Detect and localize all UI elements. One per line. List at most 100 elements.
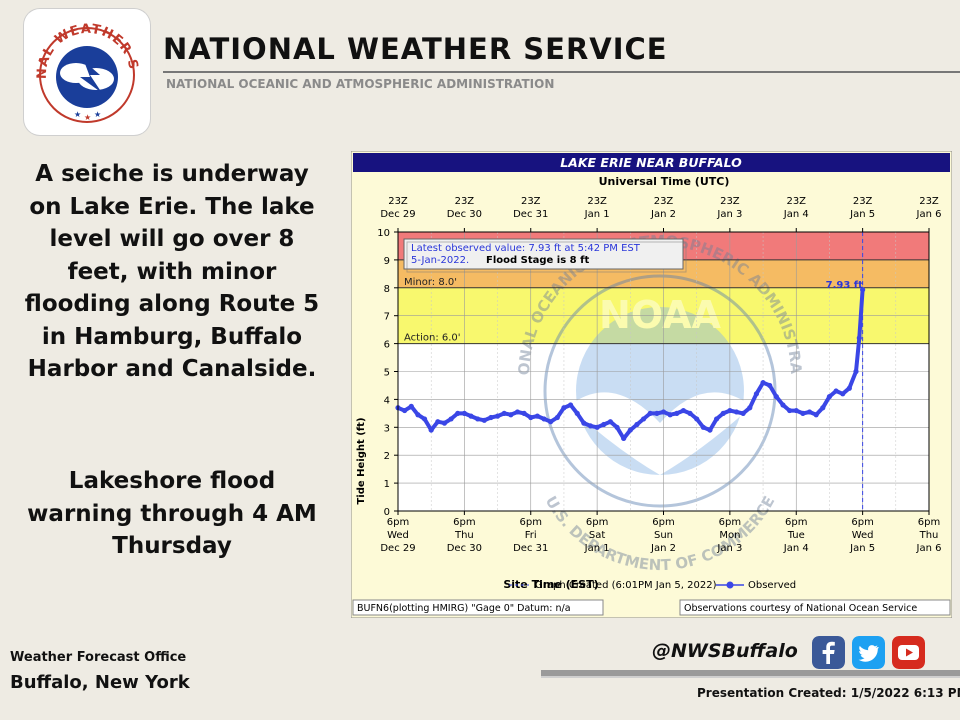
y-tick-label: 3 bbox=[384, 423, 390, 434]
data-point bbox=[806, 409, 813, 415]
data-point bbox=[840, 391, 846, 397]
data-point bbox=[488, 414, 494, 421]
data-point bbox=[448, 416, 454, 422]
message-line: Lakeshore flood bbox=[68, 468, 276, 494]
bottom-tick-label: Jan 1 bbox=[584, 543, 610, 554]
top-tick-label: Jan 3 bbox=[716, 209, 742, 220]
data-point bbox=[634, 421, 640, 428]
chart-title: LAKE ERIE NEAR BUFFALO bbox=[560, 155, 742, 170]
annotation-date: 5-Jan-2022. bbox=[411, 255, 469, 266]
data-point bbox=[833, 388, 839, 394]
y-tick-label: 4 bbox=[384, 395, 390, 406]
y-tick-label: 7 bbox=[384, 312, 390, 323]
data-point bbox=[561, 405, 567, 411]
bottom-tick-label: Wed bbox=[852, 530, 874, 541]
bottom-tick-label: 6pm bbox=[453, 517, 475, 528]
bottom-tick-label: 6pm bbox=[918, 517, 940, 528]
data-point bbox=[780, 402, 786, 408]
data-point bbox=[856, 335, 862, 341]
data-point bbox=[820, 405, 826, 411]
bottom-tick-label: Thu bbox=[919, 530, 939, 541]
data-point bbox=[627, 427, 633, 433]
data-point bbox=[607, 419, 613, 425]
nws-logo: NATIONAL WEATHER SERVICE ★ ★ ★ bbox=[18, 0, 150, 135]
data-point bbox=[813, 412, 819, 418]
data-point bbox=[435, 419, 441, 425]
top-tick-label: Jan 1 bbox=[584, 209, 610, 220]
top-tick-label: Jan 4 bbox=[783, 209, 809, 220]
org-subtitle: NATIONAL OCEANIC AND ATMOSPHERIC ADMINIS… bbox=[166, 77, 555, 91]
data-point bbox=[660, 409, 667, 415]
data-point bbox=[667, 412, 673, 418]
chart-footer-left: BUFN6(plotting HMIRG) "Gage 0" Datum: n/… bbox=[357, 603, 571, 614]
data-point bbox=[408, 403, 414, 409]
data-point bbox=[753, 391, 760, 397]
data-point bbox=[720, 410, 726, 416]
top-tick-label: 23Z bbox=[720, 196, 740, 207]
data-point bbox=[714, 416, 720, 422]
data-point bbox=[727, 407, 733, 414]
latest-observation-annotation: Latest observed value: 7.93 ft at 5:42 P… bbox=[403, 238, 687, 273]
social-handle[interactable]: @NWSBuffalo bbox=[652, 640, 798, 662]
data-point bbox=[687, 410, 693, 416]
data-point bbox=[826, 394, 833, 400]
data-point bbox=[461, 410, 467, 416]
facebook-icon[interactable] bbox=[812, 636, 845, 669]
data-point bbox=[581, 420, 587, 426]
svg-text:★: ★ bbox=[74, 110, 81, 119]
bottom-tick-label: Thu bbox=[454, 530, 474, 541]
data-point bbox=[793, 407, 799, 414]
bottom-tick-label: Sun bbox=[654, 530, 673, 541]
annotation-flood-stage: Flood Stage is 8 ft bbox=[486, 255, 589, 266]
legend-observed-marker bbox=[726, 581, 734, 589]
data-point bbox=[402, 407, 408, 414]
top-axis-title: Universal Time (UTC) bbox=[599, 175, 730, 188]
warning-message: Lakeshore flood warning through 4 AM Thu… bbox=[14, 465, 330, 563]
top-tick-label: 23Z bbox=[521, 196, 541, 207]
top-tick-label: Jan 5 bbox=[849, 209, 875, 220]
y-tick-label: 2 bbox=[384, 451, 390, 462]
data-point bbox=[468, 413, 474, 419]
bottom-tick-label: Wed bbox=[387, 530, 409, 541]
message-line: on Lake Erie. The lake bbox=[29, 193, 315, 220]
y-tick-label: 10 bbox=[377, 228, 390, 239]
data-point bbox=[554, 414, 560, 421]
bottom-tick-label: Dec 30 bbox=[447, 543, 482, 554]
top-tick-label: 23Z bbox=[587, 196, 607, 207]
data-point bbox=[853, 368, 859, 375]
youtube-icon[interactable] bbox=[892, 636, 925, 669]
data-point bbox=[640, 416, 647, 422]
stage-label: Minor: 8.0' bbox=[404, 277, 457, 288]
top-tick-label: 23Z bbox=[786, 196, 806, 207]
bottom-tick-label: 6pm bbox=[785, 517, 807, 528]
footer-rule bbox=[541, 670, 960, 676]
bottom-tick-label: Jan 2 bbox=[650, 543, 676, 554]
top-tick-label: Jan 6 bbox=[916, 209, 942, 220]
data-point bbox=[800, 410, 806, 416]
message-line: feet, with minor bbox=[67, 258, 277, 285]
data-point bbox=[587, 423, 594, 429]
bottom-tick-label: 6pm bbox=[520, 517, 542, 528]
data-point bbox=[441, 420, 448, 426]
top-tick-label: 23Z bbox=[919, 196, 939, 207]
data-point bbox=[567, 402, 574, 408]
data-point bbox=[674, 410, 680, 416]
footer-right-box bbox=[679, 599, 951, 616]
svg-text:★: ★ bbox=[94, 110, 101, 119]
y-tick-label: 8 bbox=[384, 284, 390, 295]
data-point bbox=[680, 407, 687, 414]
data-point bbox=[455, 410, 461, 416]
org-title: NATIONAL WEATHER SERVICE bbox=[163, 32, 668, 66]
y-tick-label: 1 bbox=[384, 479, 390, 490]
top-tick-label: 23Z bbox=[455, 196, 475, 207]
data-point bbox=[773, 394, 779, 400]
data-point bbox=[594, 424, 600, 430]
data-point bbox=[508, 412, 514, 418]
top-tick-label: 23Z bbox=[654, 196, 674, 207]
y-tick-label: 9 bbox=[384, 256, 390, 267]
bottom-tick-label: Sat bbox=[589, 530, 605, 541]
data-point bbox=[787, 407, 793, 414]
nws-logo-icon: NATIONAL WEATHER SERVICE ★ ★ ★ bbox=[18, 0, 140, 123]
header-rule bbox=[163, 71, 960, 73]
twitter-icon[interactable] bbox=[852, 636, 885, 669]
